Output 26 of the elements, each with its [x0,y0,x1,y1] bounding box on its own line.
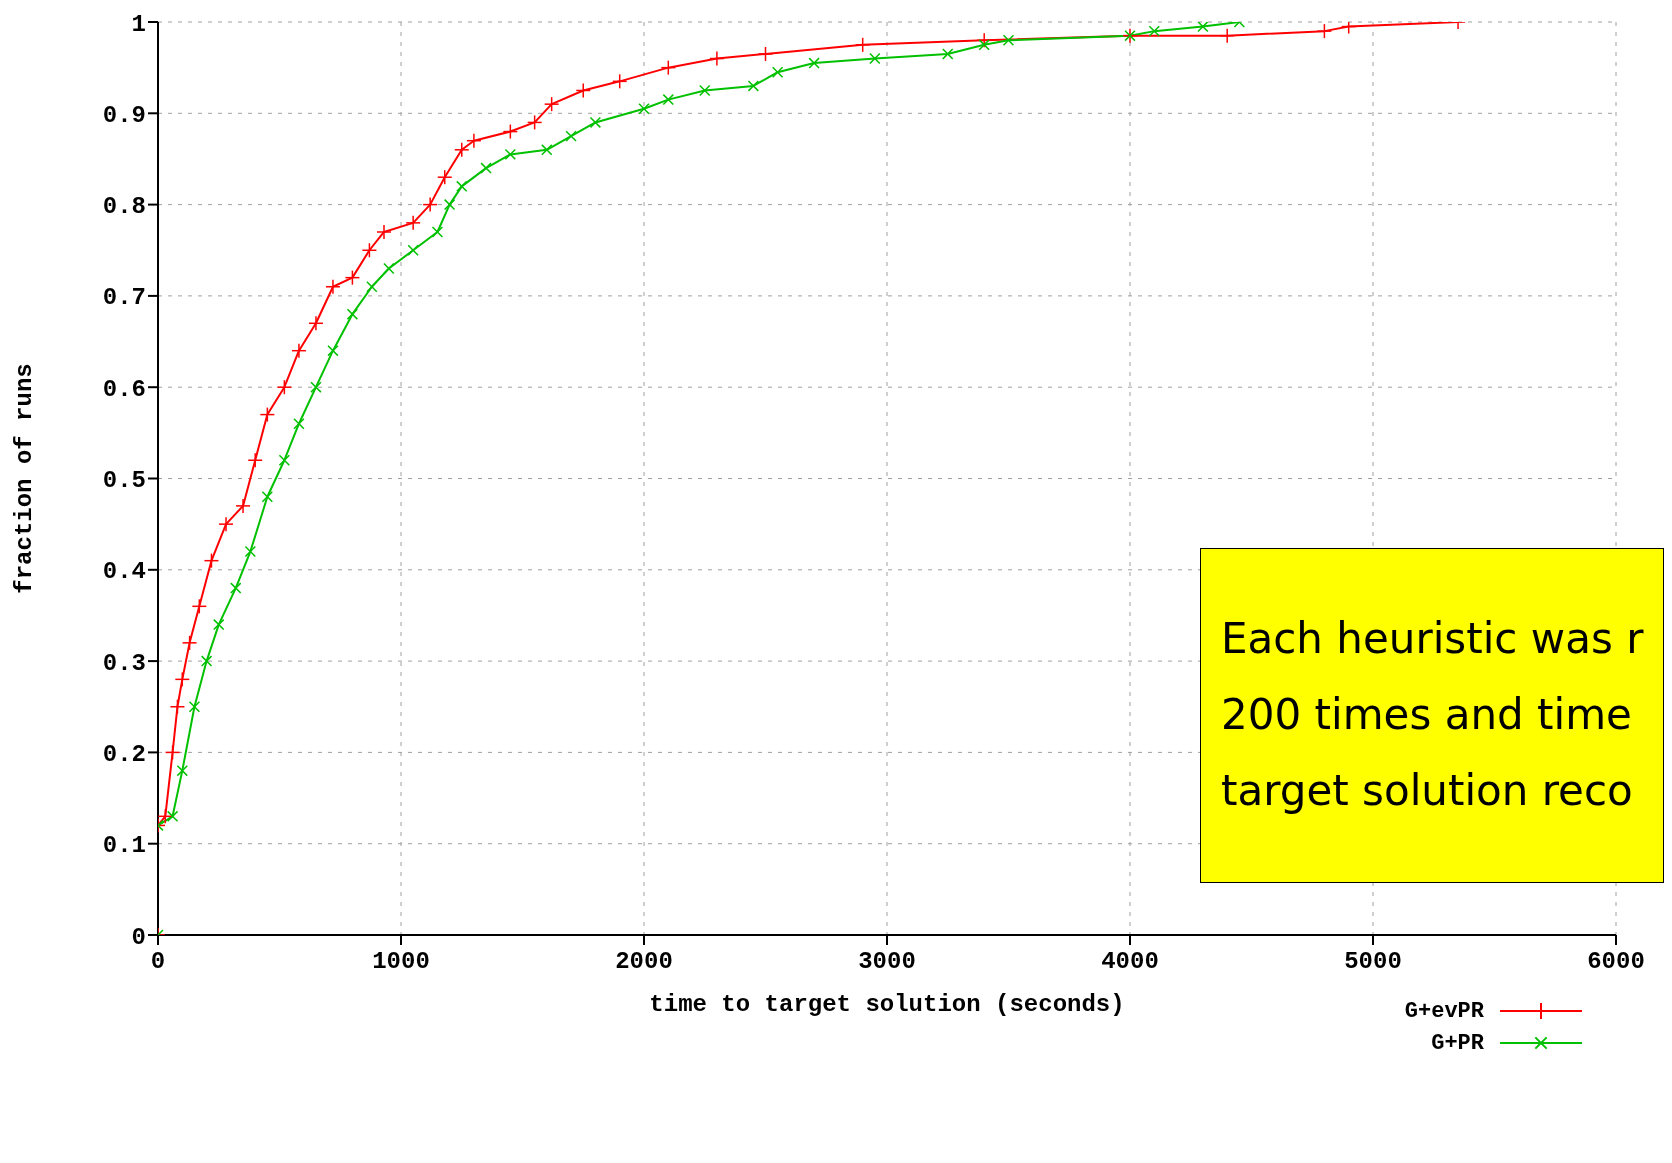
y-tick-label: 0.1 [102,832,146,860]
y-tick-label: 0.9 [102,101,146,129]
x-tick-label: 2000 [615,948,673,976]
note-box: Each heuristic was r 200 times and time target solution reco [1200,548,1664,883]
x-tick-label: 1000 [372,948,430,976]
y-tick-label: 0.5 [102,467,146,495]
y-axis-title: fraction of runs [10,363,38,594]
legend-label: G+evPR [1404,998,1484,1024]
x-tick-label: 4000 [1101,948,1159,976]
x-tick-label: 5000 [1344,948,1402,976]
y-tick-label: 0.3 [102,649,146,677]
annotation: target solution reco [1221,765,1634,817]
x-tick-label: 6000 [1587,948,1645,976]
x-axis-title: time to target solution (seconds) [649,991,1125,1018]
annotation: Each heuristic was r [1221,613,1645,665]
x-tick-label: 0 [150,948,166,976]
y-tick-label: 0.7 [102,284,146,312]
legend-label: G+PR [1431,1030,1484,1056]
y-tick-label: 0 [131,923,146,951]
y-tick-label: 0.2 [102,740,146,768]
x-tick-label: 3000 [858,948,916,976]
y-tick-label: 0.8 [102,193,146,221]
y-tick-label: 0.4 [102,558,146,586]
y-tick-label: 1 [131,10,146,38]
annotation: 200 times and time [1221,689,1633,741]
y-tick-label: 0.6 [102,375,146,403]
